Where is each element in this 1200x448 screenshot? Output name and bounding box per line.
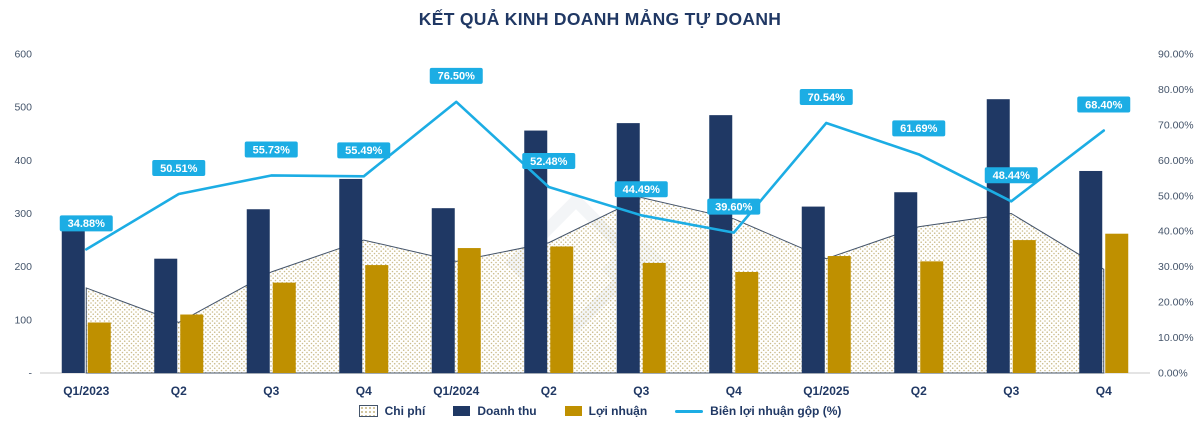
legend-label-loi-nhuan: Lợi nhuận (588, 404, 648, 418)
line-bien-loi-nhuan (84, 100, 1106, 251)
bar-doanh-thu (524, 130, 548, 373)
y-axis-left-tick: 600 (14, 49, 32, 61)
bar-loi-nhuan (365, 265, 389, 373)
margin-data-label-box (522, 152, 576, 169)
y-axis-right-tick: 20.00% (1158, 297, 1194, 309)
margin-data-label-box (707, 198, 761, 215)
margin-data-label-box (152, 159, 206, 176)
margin-data-label: 61.69% (900, 123, 938, 135)
x-axis-category-label: Q3 (263, 384, 279, 398)
y-axis-right-tick: 60.00% (1158, 155, 1194, 167)
y-axis-right-tick: 0.00% (1158, 368, 1188, 380)
x-axis-category-label: Q2 (911, 384, 927, 398)
chart-legend: Chi phí Doanh thu Lợi nhuận Biên lợi nhu… (0, 404, 1200, 418)
y-axis-right-tick: 70.00% (1158, 119, 1194, 131)
y-axis-left-tick: 500 (14, 102, 32, 114)
bar-loi-nhuan (550, 246, 574, 373)
margin-data-label: 55.49% (345, 145, 383, 157)
bar-loi-nhuan (1012, 240, 1036, 373)
chi-phi-swatch-icon (358, 405, 378, 417)
bar-doanh-thu (339, 178, 363, 373)
x-axis-category-label: Q4 (356, 384, 372, 398)
x-axis-category-label: Q1/2024 (433, 384, 479, 398)
margin-data-label: 76.50% (438, 71, 476, 83)
margin-data-label: 44.49% (623, 184, 661, 196)
bar-loi-nhuan (827, 256, 851, 373)
bar-doanh-thu (154, 258, 178, 373)
x-axis-category-label: Q4 (726, 384, 742, 398)
bar-loi-nhuan (180, 314, 204, 373)
margin-data-label: 34.88% (68, 218, 106, 230)
margin-data-label: 68.40% (1085, 99, 1123, 111)
y-axis-left-tick: 400 (14, 155, 32, 167)
margin-data-label-box (59, 215, 113, 232)
bar-loi-nhuan (1105, 233, 1129, 373)
chart-title: KẾT QUẢ KINH DOANH MẢNG TỰ DOANH (418, 9, 782, 29)
legend-label-bien-loi-nhuan: Biên lợi nhuận gộp (%) (710, 404, 842, 418)
margin-data-label: 50.51% (160, 163, 198, 175)
y-axis-right-tick: 80.00% (1158, 84, 1194, 96)
y-axis-right-tick: 10.00% (1158, 332, 1194, 344)
margin-data-label: 39.60% (715, 201, 753, 213)
margin-data-label-box (799, 88, 853, 105)
y-axis-left-tick: 200 (14, 261, 32, 273)
bar-doanh-thu (801, 206, 825, 373)
y-axis-left-tick: - (29, 368, 33, 380)
bar-loi-nhuan (735, 271, 759, 373)
bar-doanh-thu (616, 123, 640, 373)
x-axis-category-label: Q3 (633, 384, 649, 398)
x-axis-category-label: Q1/2023 (63, 384, 109, 398)
bar-loi-nhuan (920, 261, 944, 373)
y-axis-right-tick: 40.00% (1158, 226, 1194, 238)
margin-data-label-box (614, 181, 668, 198)
loi-nhuan-swatch-icon (564, 406, 582, 416)
bar-doanh-thu (709, 115, 733, 374)
y-axis-right-tick: 50.00% (1158, 190, 1194, 202)
bar-doanh-thu (431, 208, 455, 373)
y-axis-right-tick: 30.00% (1158, 261, 1194, 273)
x-axis-category-label: Q2 (171, 384, 187, 398)
y-axis-left-tick: 300 (14, 208, 32, 220)
legend-label-doanh-thu: Doanh thu (477, 404, 537, 418)
margin-data-label-box (244, 141, 298, 158)
margin-line-swatch-icon (675, 409, 704, 413)
bar-loi-nhuan (272, 282, 296, 373)
margin-data-label-box (892, 120, 946, 137)
bar-doanh-thu (61, 229, 85, 373)
bar-doanh-thu (1079, 170, 1103, 373)
x-axis-category-label: Q1/2025 (803, 384, 849, 398)
legend-item-bien-loi-nhuan: Biên lợi nhuận gộp (%) (675, 404, 841, 418)
bar-doanh-thu (986, 99, 1010, 374)
margin-data-label-box (984, 167, 1038, 184)
bar-loi-nhuan (457, 248, 481, 373)
x-axis-category-label: Q3 (1003, 384, 1019, 398)
bar-loi-nhuan (642, 262, 666, 373)
bar-doanh-thu (246, 209, 270, 373)
margin-data-label: 52.48% (530, 156, 568, 168)
margin-data-label-box (429, 67, 483, 84)
bar-doanh-thu (894, 192, 918, 373)
chart-canvas: 600 500 400 300 200 100 - 90.00% 80.00% 70.00% 60.… (14, 49, 1194, 399)
doanh-thu-swatch-icon (453, 406, 471, 416)
legend-item-chi-phi: Chi phí (358, 404, 426, 418)
margin-data-label-box (1077, 96, 1131, 113)
legend-item-loi-nhuan: Lợi nhuận (564, 404, 648, 418)
y-axis-left-tick: 100 (14, 314, 32, 326)
margin-data-label: 48.44% (993, 170, 1031, 182)
legend-label-chi-phi: Chi phí (384, 404, 426, 418)
x-axis-category-label: Q4 (1096, 384, 1112, 398)
margin-data-label: 55.73% (253, 144, 291, 156)
page: { "title": "KẾT QUẢ KINH DOANH MẢNG TỰ D… (0, 8, 1200, 448)
x-axis-category-label: Q2 (541, 384, 557, 398)
margin-data-label-box (337, 142, 391, 159)
y-axis-right-tick: 90.00% (1158, 49, 1194, 61)
margin-data-label: 70.54% (808, 92, 846, 104)
bar-loi-nhuan (87, 322, 111, 373)
area-chi-phi (85, 197, 1105, 374)
legend-item-doanh-thu: Doanh thu (453, 404, 537, 418)
